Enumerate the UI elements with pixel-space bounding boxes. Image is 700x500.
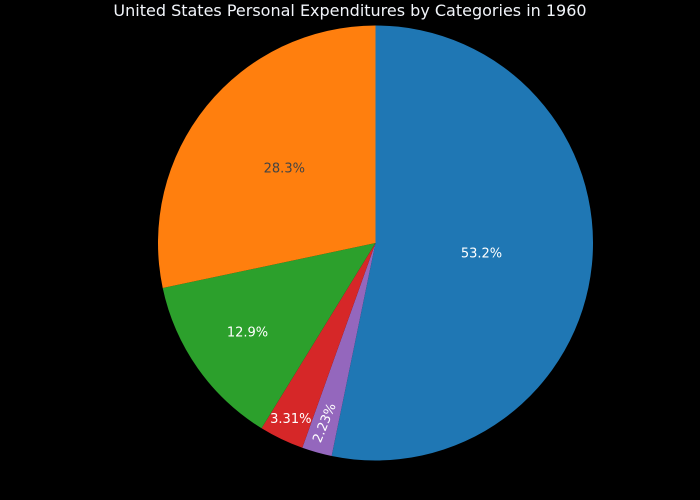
pie-slice-3[interactable] bbox=[162, 243, 376, 429]
pie-slice-label-0: 53.2% bbox=[461, 246, 502, 261]
pie-slice-label-4: 28.3% bbox=[264, 162, 305, 177]
pie-slice-1[interactable] bbox=[302, 243, 376, 457]
pie-slice-label-2: 3.31% bbox=[270, 412, 311, 427]
pie-slice-4[interactable] bbox=[158, 25, 376, 289]
pie-slice-2[interactable] bbox=[261, 243, 376, 448]
pie-slice-0[interactable] bbox=[331, 25, 594, 461]
pie-slice-label-3: 12.9% bbox=[227, 326, 268, 341]
chart-title: United States Personal Expenditures by C… bbox=[113, 1, 587, 20]
